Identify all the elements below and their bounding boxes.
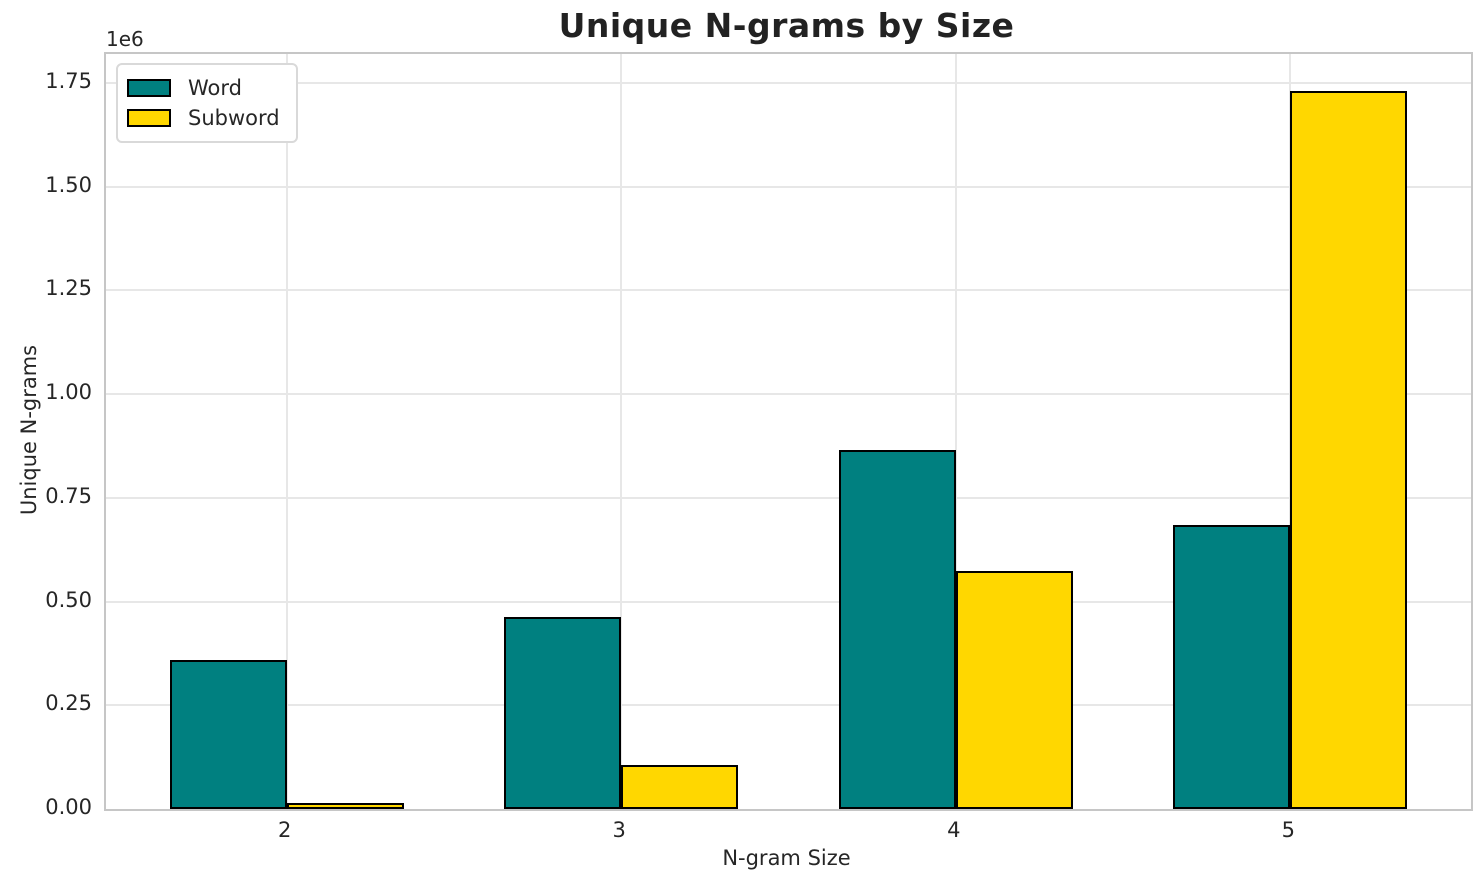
legend-swatch-subword bbox=[127, 109, 171, 127]
y-tick-label: 1.00 bbox=[45, 380, 92, 405]
y-gridline bbox=[106, 185, 1471, 188]
bar-subword-4 bbox=[955, 571, 1073, 809]
y-axis-offset-label: 1e6 bbox=[106, 27, 144, 51]
y-tick-label: 1.50 bbox=[45, 172, 92, 197]
y-gridline bbox=[106, 82, 1471, 85]
x-gridline bbox=[954, 54, 957, 809]
x-axis-label: N-gram Size bbox=[722, 846, 851, 870]
bar-word-2 bbox=[169, 659, 287, 809]
y-gridline bbox=[106, 289, 1471, 292]
bar-word-5 bbox=[1173, 524, 1291, 809]
legend: Word Subword bbox=[116, 63, 298, 143]
x-gridline bbox=[285, 54, 288, 809]
bar-subword-3 bbox=[621, 765, 739, 809]
legend-label: Subword bbox=[188, 106, 280, 130]
plot-area: Word Subword bbox=[104, 52, 1473, 811]
y-tick-label: 1.75 bbox=[45, 69, 92, 94]
legend-entry: Word bbox=[127, 73, 280, 103]
x-gridline bbox=[620, 54, 623, 809]
legend-label: Word bbox=[188, 76, 242, 100]
y-tick-label: 0.75 bbox=[45, 483, 92, 508]
y-gridline bbox=[106, 496, 1471, 499]
y-tick-label: 0.00 bbox=[45, 795, 92, 819]
y-tick-label: 0.50 bbox=[45, 587, 92, 612]
y-gridline bbox=[106, 600, 1471, 603]
y-gridline bbox=[106, 393, 1471, 396]
y-axis-label: Unique N-grams bbox=[17, 344, 41, 516]
bar-word-3 bbox=[504, 616, 622, 809]
x-tick-label: 2 bbox=[277, 818, 292, 842]
legend-entry: Subword bbox=[127, 103, 280, 133]
bar-subword-2 bbox=[286, 802, 404, 809]
y-tick-label: 1.25 bbox=[45, 276, 92, 301]
y-gridline bbox=[106, 704, 1471, 707]
x-tick-label: 3 bbox=[612, 818, 626, 842]
y-tick-label: 0.25 bbox=[45, 691, 92, 716]
x-tick-label: 4 bbox=[947, 818, 961, 842]
bar-word-4 bbox=[838, 449, 956, 809]
legend-swatch-word bbox=[127, 79, 171, 97]
bar-subword-5 bbox=[1290, 91, 1408, 809]
chart-title: Unique N-grams by Size bbox=[558, 6, 1015, 45]
x-tick-label: 5 bbox=[1281, 818, 1296, 842]
